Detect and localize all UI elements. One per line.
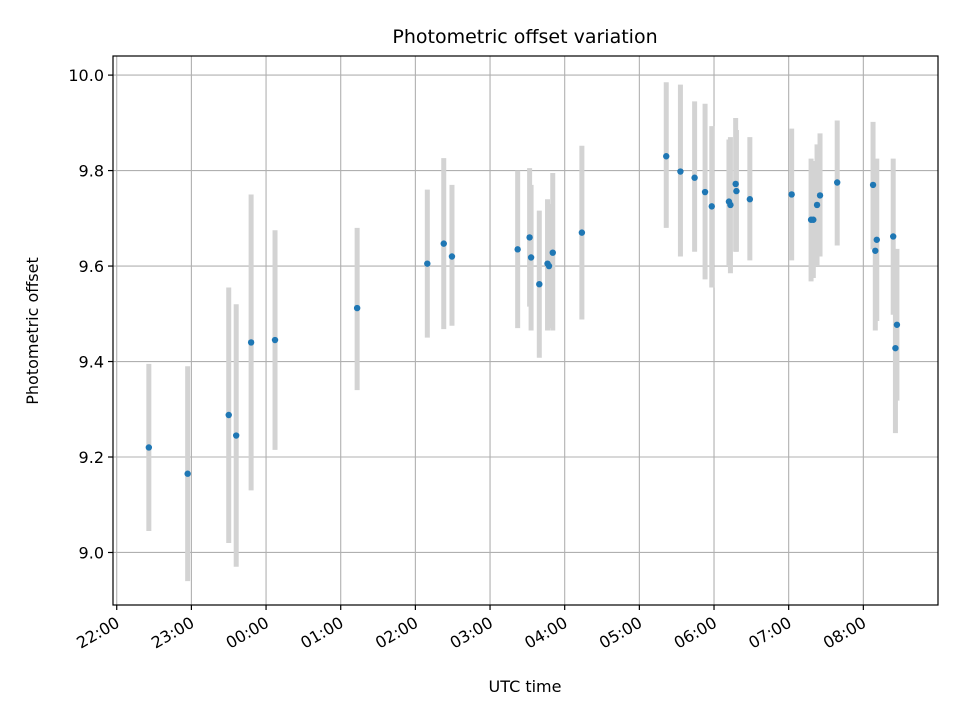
x-axis-label: UTC time xyxy=(489,677,562,696)
y-tick-label: 10.0 xyxy=(68,66,104,85)
data-point xyxy=(890,233,897,240)
y-tick-label: 9.8 xyxy=(79,162,104,181)
data-point xyxy=(892,344,899,352)
data-points xyxy=(145,153,901,477)
data-point xyxy=(232,432,240,439)
data-point xyxy=(813,201,821,209)
grid-lines xyxy=(113,56,938,605)
data-point xyxy=(145,444,153,451)
data-point xyxy=(701,188,709,196)
data-point xyxy=(247,339,255,346)
data-point xyxy=(440,240,447,247)
data-point xyxy=(733,187,740,195)
data-point xyxy=(271,336,279,344)
data-point xyxy=(727,201,734,209)
data-point xyxy=(873,236,880,243)
y-tick-label: 9.2 xyxy=(79,448,104,467)
data-point xyxy=(663,153,670,160)
data-point xyxy=(353,304,361,312)
data-point xyxy=(788,191,795,198)
data-point xyxy=(816,192,824,199)
y-axis-label: Photometric offset xyxy=(23,257,42,405)
data-point xyxy=(526,234,533,241)
data-point xyxy=(514,246,521,253)
data-point xyxy=(448,253,456,260)
data-point xyxy=(834,179,841,186)
chart-title: Photometric offset variation xyxy=(392,26,657,48)
data-point xyxy=(536,280,543,288)
data-point xyxy=(677,168,684,175)
y-tick-label: 9.4 xyxy=(79,353,104,372)
data-point xyxy=(746,196,754,203)
data-point xyxy=(184,470,191,477)
data-point xyxy=(578,229,586,236)
y-tick-label: 9.6 xyxy=(79,257,104,276)
plot-frame xyxy=(112,55,939,606)
y-axis-ticks: 9.0 9.2 9.4 9.6 9.8 10.0 xyxy=(68,66,113,562)
data-point xyxy=(545,262,553,270)
data-point xyxy=(872,247,879,254)
y-tick-label: 9.0 xyxy=(79,543,104,562)
data-point xyxy=(869,181,877,189)
data-point xyxy=(691,174,698,181)
data-point xyxy=(708,203,715,210)
data-point xyxy=(424,260,431,267)
data-point xyxy=(549,249,556,256)
data-point xyxy=(732,180,739,188)
data-point xyxy=(893,321,901,328)
data-point xyxy=(810,216,817,223)
data-point xyxy=(225,411,232,419)
data-point xyxy=(527,254,535,261)
